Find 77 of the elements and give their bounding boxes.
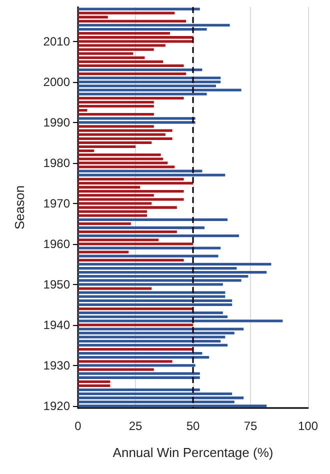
bar [78, 376, 200, 379]
y-tick-label: 1990 [43, 115, 70, 130]
bar [78, 113, 154, 116]
bar [78, 40, 193, 43]
bar [78, 396, 244, 400]
bar [78, 360, 172, 363]
y-tick-label: 1980 [43, 156, 70, 170]
bar [78, 129, 172, 132]
bar [78, 158, 164, 160]
bar [78, 320, 283, 322]
bar [78, 384, 110, 388]
bar [78, 64, 184, 68]
y-axis-title: Season [12, 185, 27, 230]
y-tick-label: 2010 [43, 34, 70, 48]
bar [78, 324, 193, 326]
bar [78, 218, 228, 221]
bar [78, 88, 242, 92]
bar [78, 137, 172, 140]
x-tick-label: 100 [298, 419, 318, 433]
x-tick-label: 25 [128, 419, 142, 433]
bar [78, 234, 239, 238]
bar [78, 380, 110, 383]
y-tick-label: 1930 [43, 358, 70, 372]
y-tick-label: 1940 [43, 318, 70, 332]
y-tick-label: 2000 [43, 74, 70, 89]
x-tick-label: 0 [74, 419, 82, 433]
bar [78, 8, 200, 10]
bar [78, 287, 152, 290]
bar [78, 121, 196, 124]
x-axis-title: Annual Win Percentage (%) [112, 445, 274, 460]
bar [78, 96, 184, 100]
bar [78, 20, 186, 22]
bar [78, 12, 175, 14]
bar [78, 368, 154, 371]
bar [78, 258, 184, 262]
bar [78, 80, 221, 84]
bar [78, 222, 131, 226]
bar [78, 299, 232, 302]
bar [78, 404, 267, 408]
bar [78, 303, 232, 306]
bar [78, 246, 221, 250]
bar [78, 364, 196, 367]
bar [78, 154, 161, 156]
bar [78, 344, 228, 347]
bar [78, 174, 226, 176]
bar [78, 206, 177, 209]
bar [78, 307, 193, 310]
bar [78, 104, 154, 108]
bar [78, 76, 221, 80]
bar [78, 328, 244, 330]
bar [78, 198, 184, 201]
bar [78, 230, 177, 234]
x-tick-label: 75 [244, 419, 258, 433]
bar [78, 24, 230, 27]
y-tick-label: 1950 [43, 277, 70, 292]
bar [78, 270, 267, 274]
bar [78, 254, 218, 258]
y-tick-label: 1920 [43, 398, 70, 413]
bar [78, 291, 226, 294]
y-tick-label: 1970 [43, 196, 70, 210]
bar [78, 72, 186, 76]
bar [78, 250, 129, 254]
bar [78, 348, 193, 351]
bar [78, 356, 210, 359]
bar [78, 372, 200, 375]
bar [78, 214, 147, 217]
y-tick-label: 1960 [43, 236, 70, 251]
bar [78, 68, 202, 72]
bar [78, 166, 175, 168]
bar [78, 36, 193, 39]
bar [78, 262, 272, 266]
bar [78, 190, 184, 193]
bar [78, 117, 196, 120]
x-tick-label: 50 [186, 419, 200, 433]
bar [78, 242, 193, 246]
bar [78, 226, 204, 230]
bar [78, 182, 193, 185]
